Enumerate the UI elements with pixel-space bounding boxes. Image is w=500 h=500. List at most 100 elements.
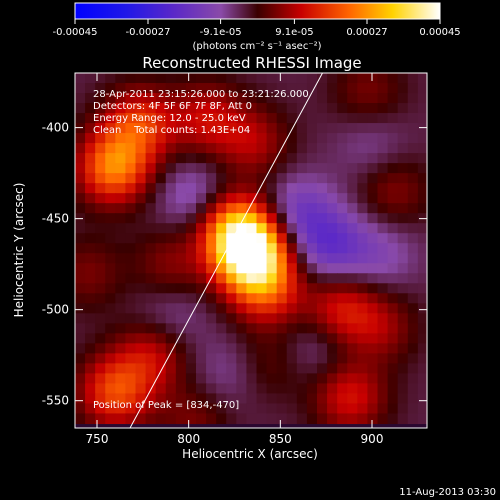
heatmap-cell <box>327 263 338 274</box>
heatmap-cell <box>206 93 217 104</box>
heatmap-cell <box>417 333 427 344</box>
colorbar-tick-label: 0.00045 <box>419 27 460 38</box>
heatmap-cell <box>347 343 358 354</box>
heatmap-cell <box>125 363 137 374</box>
heatmap-cell <box>75 243 86 254</box>
heatmap-cell <box>266 73 278 84</box>
heatmap-cell <box>125 173 137 184</box>
heatmap-cell <box>337 73 348 84</box>
heatmap-cell <box>115 363 127 374</box>
heatmap-cell <box>407 363 419 374</box>
heatmap-cell <box>276 373 288 384</box>
heatmap-cell <box>357 203 369 214</box>
heatmap-cell <box>216 183 227 194</box>
heatmap-cell <box>226 183 237 194</box>
heatmap-cell <box>397 203 409 214</box>
heatmap-cell <box>216 73 227 84</box>
heatmap-cell <box>175 323 187 334</box>
heatmap-cell <box>185 113 197 124</box>
heatmap-cell <box>367 93 379 104</box>
heatmap-cell <box>115 323 127 334</box>
heatmap-cell <box>246 223 258 234</box>
heatmap-cell <box>407 403 419 415</box>
heatmap-cell <box>75 273 86 284</box>
heatmap-cell <box>407 293 419 304</box>
heatmap-cell <box>175 173 187 184</box>
heatmap-cell <box>85 413 96 425</box>
heatmap-cell <box>367 153 379 164</box>
heatmap-cell <box>387 383 399 395</box>
heatmap-cell <box>75 403 86 415</box>
heatmap-cell <box>75 143 86 154</box>
heatmap-cell <box>226 193 237 204</box>
heatmap-cell <box>196 113 207 124</box>
heatmap-cell <box>246 183 258 194</box>
heatmap-cell <box>236 393 248 405</box>
heatmap-cell <box>337 273 348 284</box>
heatmap-cell <box>145 213 157 224</box>
heatmap-cell <box>417 153 427 164</box>
heatmap-cell <box>397 123 409 134</box>
heatmap-cell <box>256 103 268 114</box>
heatmap-cell <box>185 233 197 244</box>
heatmap-cell <box>155 253 167 264</box>
heatmap-cell <box>306 313 318 324</box>
heatmap-cell <box>397 193 409 204</box>
heatmap-cell <box>327 363 338 374</box>
heatmap-cell <box>185 303 197 314</box>
heatmap-cell <box>367 393 379 405</box>
heatmap-cell <box>306 273 318 284</box>
heatmap-cell <box>155 103 167 114</box>
heatmap-cell <box>216 153 227 164</box>
heatmap-cell <box>155 373 167 384</box>
heatmap-cell <box>256 233 268 244</box>
heatmap-cell <box>327 243 338 254</box>
heatmap-cell <box>165 283 177 294</box>
heatmap-cell <box>155 403 167 415</box>
heatmap-cell <box>226 413 237 425</box>
heatmap-cell <box>216 163 227 174</box>
heatmap-cell <box>387 413 399 425</box>
heatmap-cell <box>216 273 227 284</box>
heatmap-cell <box>266 413 278 425</box>
heatmap-cell <box>327 93 338 104</box>
heatmap-cell <box>95 233 106 244</box>
heatmap-cell <box>387 193 399 204</box>
heatmap-cell <box>367 313 379 324</box>
heatmap-cell <box>85 103 96 114</box>
heatmap-cell <box>407 113 419 124</box>
heatmap-cell <box>85 203 96 214</box>
heatmap-cell <box>387 163 399 174</box>
heatmap-cell <box>276 183 288 194</box>
heatmap-cell <box>135 213 147 224</box>
heatmap-cell <box>367 193 379 204</box>
heatmap-cell <box>367 143 379 154</box>
heatmap-cell <box>407 73 419 84</box>
heatmap-cell <box>317 333 328 344</box>
heatmap-cell <box>135 93 147 104</box>
heatmap-cell <box>337 283 348 294</box>
heatmap-cell <box>296 373 308 384</box>
heatmap <box>75 73 427 425</box>
heatmap-cell <box>417 183 427 194</box>
heatmap-cell <box>256 273 268 284</box>
heatmap-cell <box>75 353 86 364</box>
heatmap-cell <box>317 183 328 194</box>
heatmap-cell <box>387 243 399 254</box>
heatmap-cell <box>75 93 86 104</box>
heatmap-cell <box>317 393 328 405</box>
heatmap-cell <box>236 73 248 84</box>
heatmap-cell <box>296 113 308 124</box>
heatmap-cell <box>135 103 147 114</box>
heatmap-cell <box>95 83 106 94</box>
heatmap-cell <box>296 243 308 254</box>
heatmap-cell <box>206 153 217 164</box>
heatmap-cell <box>256 113 268 124</box>
heatmap-cell <box>317 233 328 244</box>
heatmap-cell <box>115 413 127 425</box>
heatmap-cell <box>145 113 157 124</box>
heatmap-cell <box>95 393 106 405</box>
heatmap-cell <box>175 113 187 124</box>
heatmap-cell <box>196 173 207 184</box>
heatmap-cell <box>125 383 137 395</box>
